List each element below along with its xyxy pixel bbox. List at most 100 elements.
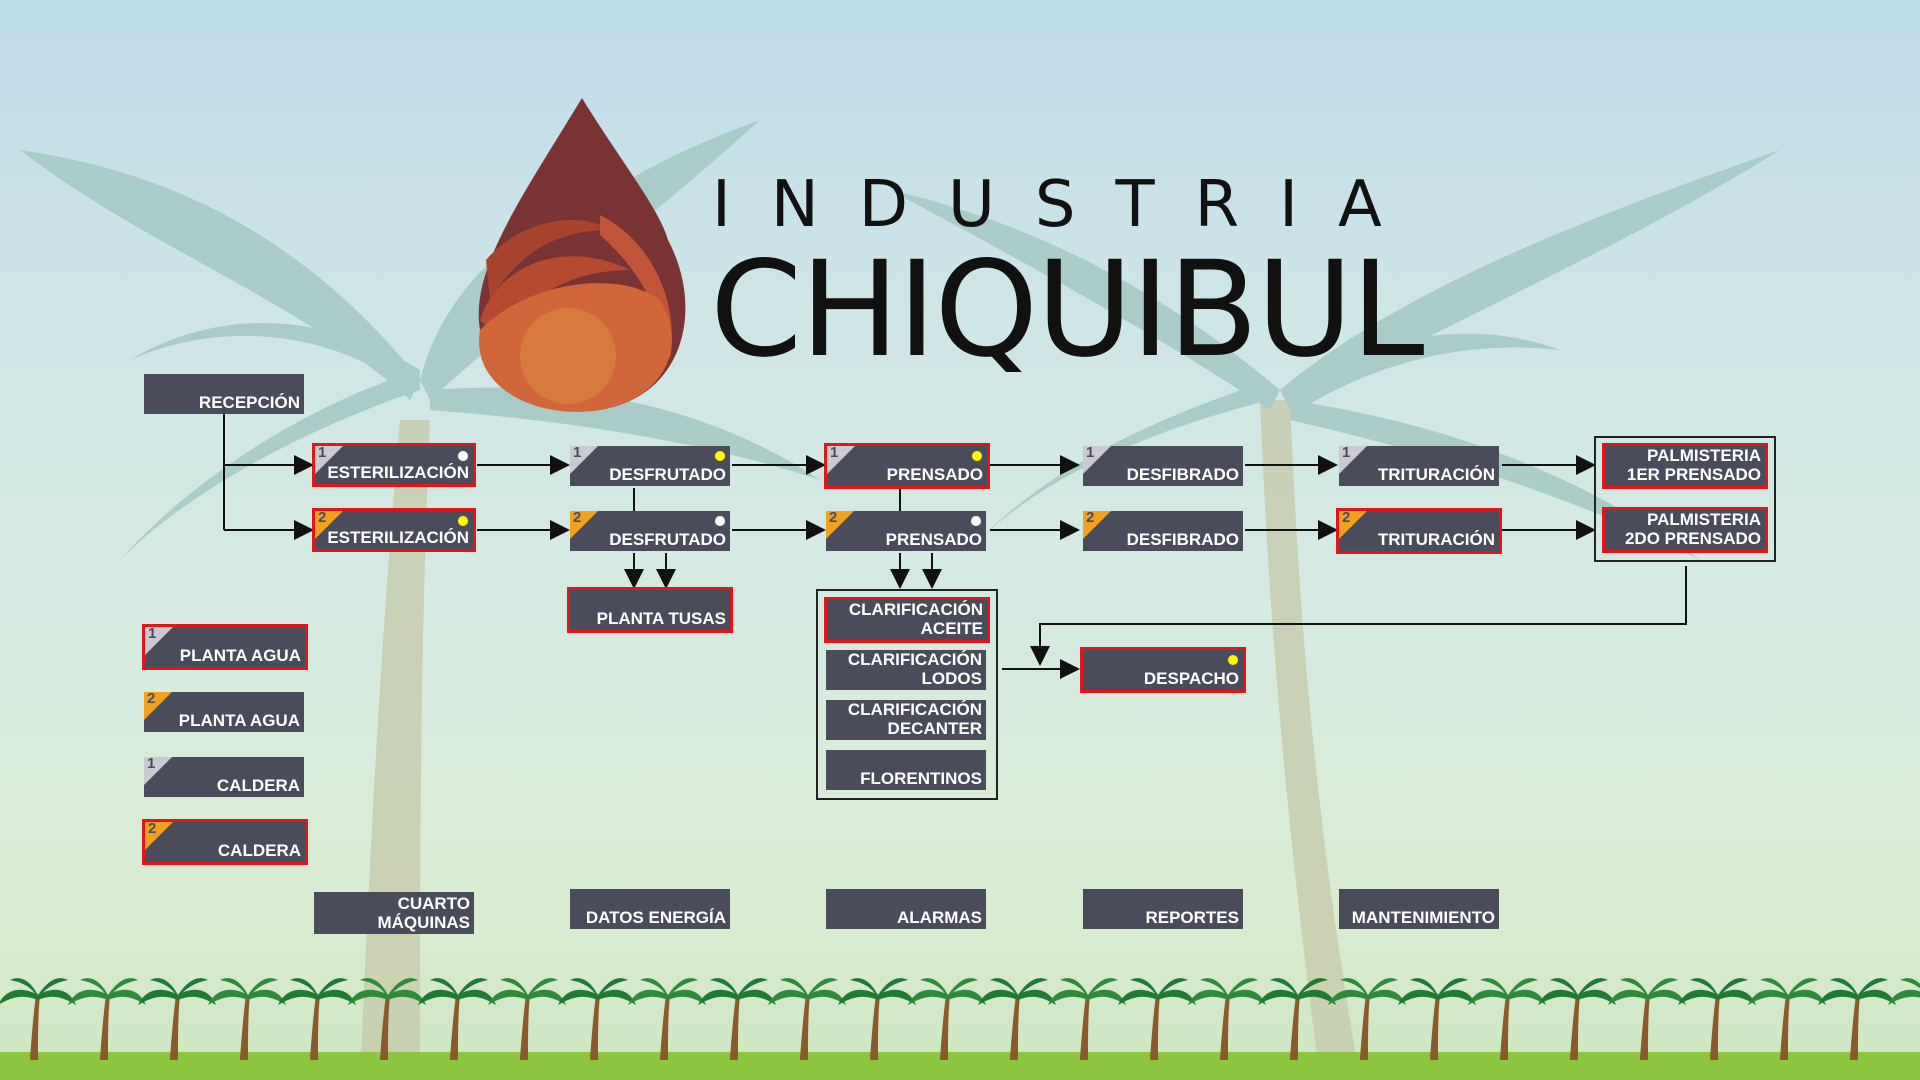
line-number: 1 bbox=[830, 444, 839, 461]
line-number: 1 bbox=[573, 446, 582, 461]
prensado-2-button[interactable]: 2 PRENSADO bbox=[826, 511, 986, 551]
palmisteria-1er-prensado-button[interactable]: PALMISTERIA 1ER PRENSADO bbox=[1602, 443, 1768, 489]
line-number: 1 bbox=[318, 444, 327, 461]
desfibrado-1-label: DESFIBRADO bbox=[1126, 465, 1239, 484]
trituracion-2-label: TRITURACIÓN bbox=[1377, 530, 1495, 549]
line-number: 1 bbox=[147, 757, 156, 772]
line-badge-2 bbox=[145, 822, 173, 850]
recepcion-label: RECEPCIÓN bbox=[198, 393, 300, 412]
status-indicator-icon bbox=[1227, 654, 1239, 666]
datos-energia-label: DATOS ENERGÍA bbox=[585, 908, 726, 927]
clarificacion-lodos-button[interactable]: CLARIFICACIÓN LODOS bbox=[826, 650, 986, 690]
alarmas-button[interactable]: ALARMAS bbox=[826, 889, 986, 929]
small-palm-icon bbox=[1748, 978, 1826, 1060]
palmisteria-2do-prensado-button[interactable]: PALMISTERIA 2DO PRENSADO bbox=[1602, 507, 1768, 553]
status-indicator-icon bbox=[457, 515, 469, 527]
caldera-2-label: CALDERA bbox=[217, 841, 301, 860]
line-number: 2 bbox=[147, 692, 156, 707]
mantenimiento-button[interactable]: MANTENIMIENTO bbox=[1339, 889, 1499, 929]
palmisteria-2-label: PALMISTERIA 2DO PRENSADO bbox=[1624, 510, 1761, 548]
despacho-label: DESPACHO bbox=[1143, 669, 1239, 688]
line-number: 2 bbox=[573, 511, 582, 526]
logo-icon bbox=[478, 98, 686, 412]
desfrutado-1-button[interactable]: 1 DESFRUTADO bbox=[570, 446, 730, 486]
small-palm-icon bbox=[0, 978, 76, 1060]
florentinos-label: FLORENTINOS bbox=[860, 769, 982, 788]
desfrutado-2-button[interactable]: 2 DESFRUTADO bbox=[570, 511, 730, 551]
clarificacion-aceite-button[interactable]: CLARIFICACIÓN ACEITE bbox=[824, 597, 990, 643]
prensado-1-button[interactable]: 1 PRENSADO bbox=[824, 443, 990, 489]
datos-energia-button[interactable]: DATOS ENERGÍA bbox=[570, 889, 730, 929]
esterilizacion-1-label: ESTERILIZACIÓN bbox=[327, 463, 469, 482]
small-palm-icon bbox=[348, 978, 426, 1060]
clarificacion-decanter-label: CLARIFICACIÓN DECANTER bbox=[847, 700, 982, 738]
alarmas-label: ALARMAS bbox=[897, 908, 982, 927]
esterilizacion-2-button[interactable]: 2 ESTERILIZACIÓN bbox=[312, 508, 476, 552]
caldera-1-button[interactable]: 1 CALDERA bbox=[144, 757, 304, 797]
trituracion-1-label: TRITURACIÓN bbox=[1377, 465, 1495, 484]
palm-row-decoration bbox=[0, 978, 1920, 1080]
small-palm-icon bbox=[208, 978, 286, 1060]
clarificacion-aceite-label: CLARIFICACIÓN ACEITE bbox=[848, 600, 983, 638]
line-badge-1 bbox=[1083, 446, 1111, 474]
line-badge-2 bbox=[315, 511, 343, 539]
small-palm-icon bbox=[1538, 978, 1616, 1060]
small-palm-icon bbox=[978, 978, 1056, 1060]
esterilizacion-1-button[interactable]: 1 ESTERILIZACIÓN bbox=[312, 443, 476, 487]
caldera-1-label: CALDERA bbox=[216, 776, 300, 795]
small-palm-icon bbox=[1888, 978, 1920, 1005]
small-palm-icon bbox=[1678, 978, 1756, 1060]
trituracion-2-button[interactable]: 2 TRITURACIÓN bbox=[1336, 508, 1502, 554]
small-palm-icon bbox=[558, 978, 636, 1060]
line-badge-1 bbox=[315, 446, 343, 474]
planta-agua-1-label: PLANTA AGUA bbox=[179, 646, 301, 665]
line-number: 1 bbox=[1086, 446, 1095, 461]
planta-tusas-label: PLANTA TUSAS bbox=[596, 609, 726, 628]
planta-agua-1-button[interactable]: 1 PLANTA AGUA bbox=[142, 624, 308, 670]
palmisteria-1-label: PALMISTERIA 1ER PRENSADO bbox=[1626, 446, 1761, 484]
cuarto-maquinas-label: CUARTO MÁQUINAS bbox=[377, 894, 470, 932]
small-palm-icon bbox=[1818, 978, 1896, 1060]
small-palm-icon bbox=[768, 978, 846, 1060]
line-badge-2 bbox=[826, 511, 854, 539]
line-number: 2 bbox=[318, 509, 327, 526]
desfibrado-1-button[interactable]: 1 DESFIBRADO bbox=[1083, 446, 1243, 486]
status-indicator-icon bbox=[970, 515, 982, 527]
trituracion-1-button[interactable]: 1 TRITURACIÓN bbox=[1339, 446, 1499, 486]
small-palm-icon bbox=[1188, 978, 1266, 1060]
small-palm-icon bbox=[1468, 978, 1546, 1060]
clarificacion-decanter-button[interactable]: CLARIFICACIÓN DECANTER bbox=[826, 700, 986, 740]
brand-line1: INDUSTRIA bbox=[712, 168, 1422, 242]
status-indicator-icon bbox=[971, 450, 983, 462]
line-number: 2 bbox=[829, 511, 838, 526]
reportes-label: REPORTES bbox=[1145, 908, 1239, 927]
desfrutado-2-label: DESFRUTADO bbox=[609, 530, 726, 549]
small-palm-icon bbox=[1118, 978, 1196, 1060]
prensado-2-label: PRENSADO bbox=[885, 530, 982, 549]
small-palm-icon bbox=[278, 978, 356, 1060]
florentinos-button[interactable]: FLORENTINOS bbox=[826, 750, 986, 790]
mantenimiento-label: MANTENIMIENTO bbox=[1351, 908, 1495, 927]
line-badge-2 bbox=[144, 692, 172, 720]
small-palm-icon bbox=[838, 978, 916, 1060]
small-palm-icon bbox=[1608, 978, 1686, 1060]
caldera-2-button[interactable]: 2 CALDERA bbox=[142, 819, 308, 865]
small-palm-icon bbox=[698, 978, 776, 1060]
desfibrado-2-button[interactable]: 2 DESFIBRADO bbox=[1083, 511, 1243, 551]
reportes-button[interactable]: REPORTES bbox=[1083, 889, 1243, 929]
clarificacion-lodos-label: CLARIFICACIÓN LODOS bbox=[847, 650, 982, 688]
planta-agua-2-button[interactable]: 2 PLANTA AGUA bbox=[144, 692, 304, 732]
line-number: 2 bbox=[1342, 509, 1351, 526]
status-indicator-icon bbox=[457, 450, 469, 462]
clarification-group-box bbox=[816, 589, 998, 800]
recepcion-button[interactable]: RECEPCIÓN bbox=[144, 374, 304, 414]
line-badge-1 bbox=[827, 446, 855, 474]
small-palm-icon bbox=[68, 978, 146, 1060]
despacho-button[interactable]: DESPACHO bbox=[1080, 647, 1246, 693]
cuarto-maquinas-button[interactable]: CUARTO MÁQUINAS bbox=[314, 892, 474, 934]
line-badge-1 bbox=[144, 757, 172, 785]
small-palm-icon bbox=[628, 978, 706, 1060]
planta-tusas-button[interactable]: PLANTA TUSAS bbox=[567, 587, 733, 633]
line-badge-1 bbox=[145, 627, 173, 655]
brand-line2: CHIQUIBUL bbox=[710, 233, 1425, 387]
